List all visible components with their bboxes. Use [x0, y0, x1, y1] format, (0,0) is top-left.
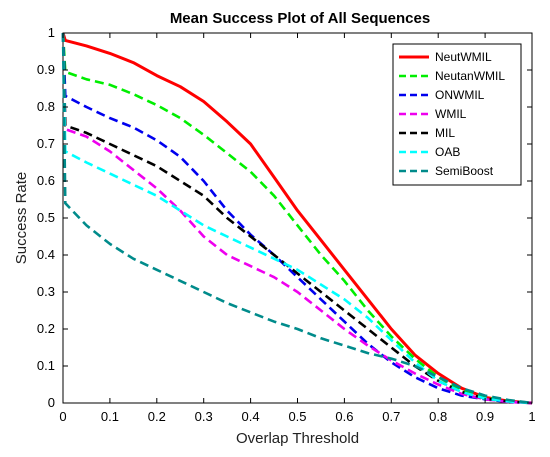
- series-line-semiboost: [61, 32, 533, 405]
- x-tick-label: 0: [59, 409, 66, 424]
- x-tick-label: 0.9: [476, 409, 494, 424]
- series-line-onwmil: [61, 32, 533, 405]
- y-tick-label: 0.1: [37, 358, 55, 373]
- legend: NeutWMIL NeutanWMIL ONWMIL WMIL MIL OAB SemiBo…: [392, 43, 522, 186]
- x-tick-label: 0.8: [429, 409, 447, 424]
- series-line-neutwmil: [61, 32, 533, 405]
- y-tick-label: 0.4: [37, 247, 55, 262]
- legend-label: MIL: [435, 126, 455, 140]
- series-lines: [61, 32, 533, 405]
- legend-label: OAB: [435, 145, 460, 159]
- y-tick-label: 1: [48, 25, 55, 40]
- y-tick-label: 0.2: [37, 321, 55, 336]
- y-axis-title: Success Rate: [13, 172, 30, 265]
- y-tick-label: 0.9: [37, 62, 55, 77]
- series-line-wmil: [61, 32, 533, 405]
- y-tick-label: 0: [48, 395, 55, 410]
- x-tick-label: 0.1: [101, 409, 119, 424]
- legend-label: ONWMIL: [435, 88, 485, 102]
- x-tick-label: 0.2: [148, 409, 166, 424]
- x-tick-label: 0.7: [382, 409, 400, 424]
- x-tick-label: 1: [528, 409, 535, 424]
- x-tick-label: 0.3: [195, 409, 213, 424]
- x-tick-label: 0.6: [335, 409, 353, 424]
- series-line-oab: [61, 32, 533, 405]
- y-tick-label: 0.5: [37, 210, 55, 225]
- y-tick-label: 0.6: [37, 173, 55, 188]
- legend-label: SemiBoost: [435, 164, 494, 178]
- legend-label: NeutanWMIL: [435, 69, 505, 83]
- axes: 0 0.1 0.2 0.3 0.4 0.5 0.6 0.7 0.8 0.9 1 0 0.1 0.2 0.3 0…: [37, 25, 536, 424]
- x-tick-label: 0.4: [242, 409, 260, 424]
- y-tick-label: 0.3: [37, 284, 55, 299]
- x-axis-title: Overlap Threshold: [236, 430, 359, 447]
- y-tick-label: 0.8: [37, 99, 55, 114]
- legend-label: WMIL: [435, 107, 467, 121]
- y-tick-label: 0.7: [37, 136, 55, 151]
- chart-title: Mean Success Plot of All Sequences: [170, 10, 430, 27]
- x-tick-label: 0.5: [288, 409, 306, 424]
- legend-label: NeutWMIL: [435, 50, 492, 64]
